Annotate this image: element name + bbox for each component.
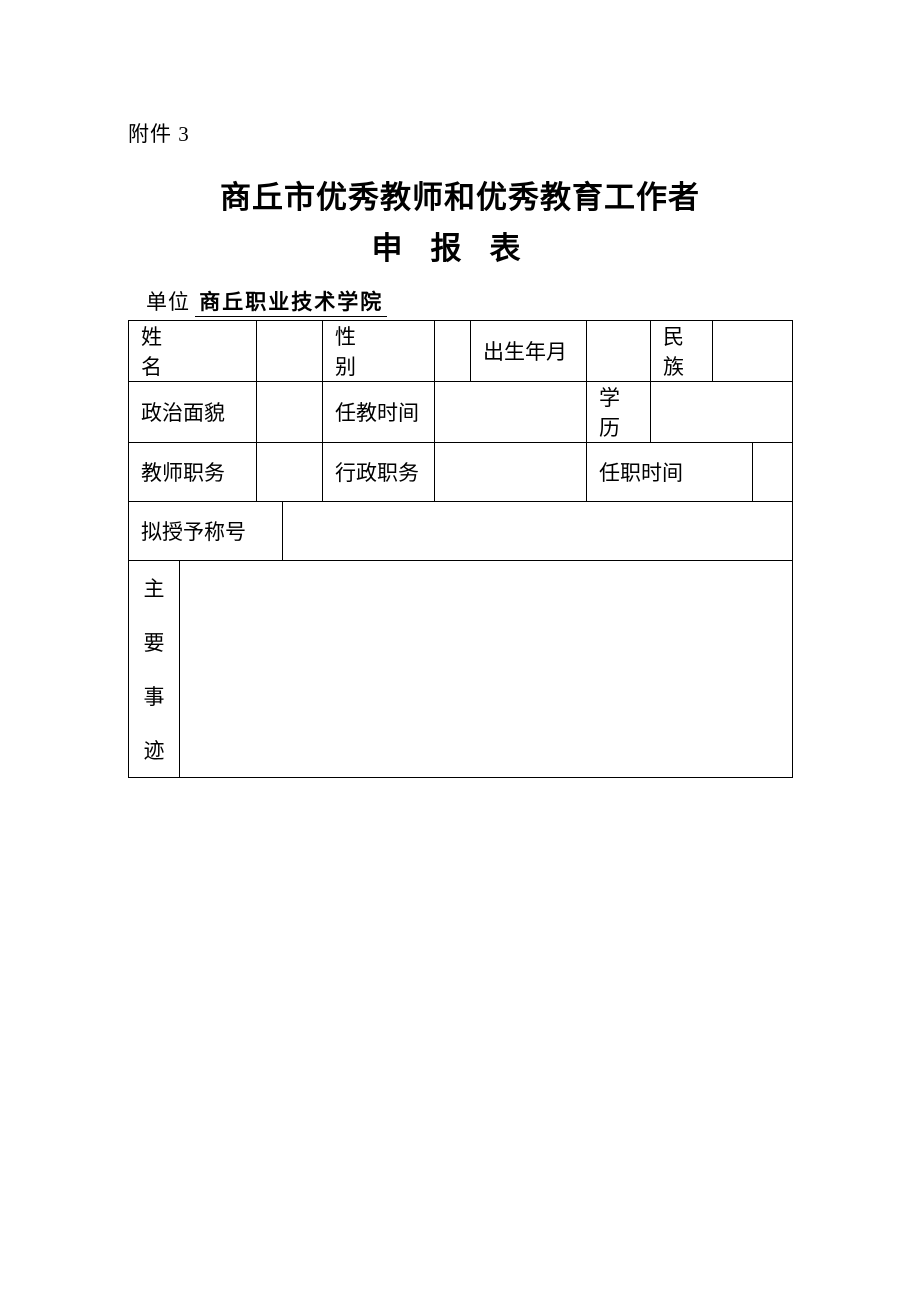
value-tenure-time (753, 443, 793, 502)
deeds-char-4: 迹 (144, 735, 165, 765)
table-row: 教师职务 行政职务 任职时间 (129, 443, 793, 502)
label-teaching-time: 任教时间 (323, 382, 435, 443)
title-line-2: 申报表 (128, 223, 792, 268)
label-tenure-time: 任职时间 (587, 443, 753, 502)
value-teaching-time (435, 382, 587, 443)
label-proposed-title: 拟授予称号 (129, 502, 283, 561)
table-row: 姓 名 性 别 出生年月 民族 (129, 321, 793, 382)
value-teacher-post (257, 443, 323, 502)
label-birth: 出生年月 (471, 321, 587, 382)
unit-row: 单位 商丘职业技术学院 (146, 286, 792, 316)
label-admin-post: 行政职务 (323, 443, 435, 502)
table-row: 拟授予称号 (129, 502, 793, 561)
label-ethnicity: 民族 (651, 321, 713, 382)
title-line-1: 商丘市优秀教师和优秀教育工作者 (128, 172, 792, 217)
value-admin-post (435, 443, 587, 502)
value-gender (435, 321, 471, 382)
title-line-2-text: 申报表 (372, 231, 549, 266)
value-birth (587, 321, 651, 382)
document-page: 附件 3 商丘市优秀教师和优秀教育工作者 申报表 单位 商丘职业技术学院 姓 名… (0, 0, 920, 778)
label-name: 姓 名 (129, 321, 257, 382)
unit-value: 商丘职业技术学院 (195, 290, 387, 317)
value-name (257, 321, 323, 382)
table-row: 政治面貌 任教时间 学历 (129, 382, 793, 443)
value-political (257, 382, 323, 443)
value-ethnicity (713, 321, 793, 382)
label-main-deeds: 主 要 事 迹 (129, 561, 180, 778)
label-teacher-post: 教师职务 (129, 443, 257, 502)
application-form-table: 姓 名 性 别 出生年月 民族 政治面貌 任教时间 学历 教师职务 行政职务 任… (128, 320, 793, 778)
attachment-label: 附件 3 (128, 118, 792, 148)
deeds-char-1: 主 (144, 573, 165, 603)
label-political: 政治面貌 (129, 382, 257, 443)
label-education: 学历 (587, 382, 651, 443)
label-gender: 性 别 (323, 321, 435, 382)
deeds-char-2: 要 (144, 627, 165, 657)
table-row: 主 要 事 迹 (129, 561, 793, 778)
value-education (651, 382, 793, 443)
unit-label: 单位 (146, 290, 190, 314)
value-main-deeds (180, 561, 793, 778)
value-proposed-title (283, 502, 793, 561)
deeds-char-3: 事 (144, 681, 165, 711)
vertical-label: 主 要 事 迹 (141, 561, 167, 777)
